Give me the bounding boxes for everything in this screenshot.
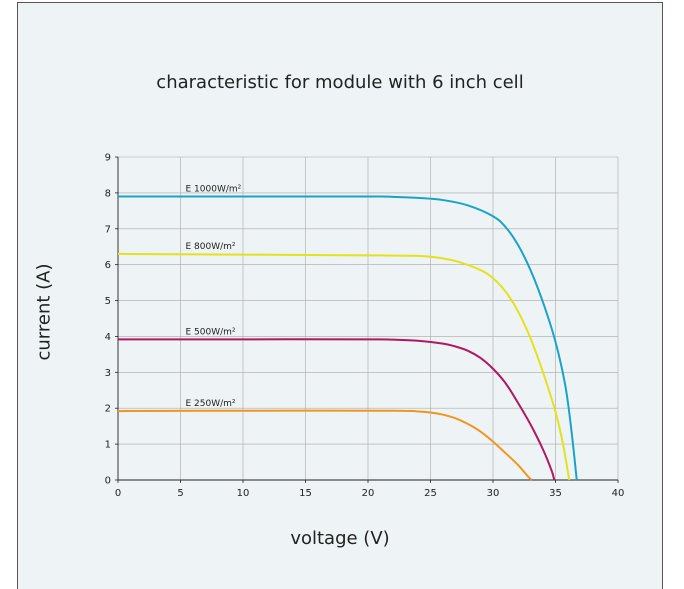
y-tick-label: 2 — [105, 404, 111, 415]
y-tick-label: 5 — [105, 296, 111, 307]
series-label: E 500W/m² — [186, 327, 236, 337]
x-tick-label: 5 — [177, 488, 183, 499]
series-label: E 800W/m² — [186, 242, 236, 252]
x-tick-label: 20 — [362, 488, 375, 499]
y-tick-label: 1 — [105, 440, 111, 451]
y-tick-label: 6 — [105, 260, 111, 271]
series-line — [117, 409, 533, 481]
x-tick-label: 40 — [612, 488, 625, 499]
chart-title: characteristic for module with 6 inch ce… — [156, 72, 524, 93]
x-tick-label: 25 — [424, 488, 437, 499]
x-tick-label: 15 — [299, 488, 312, 499]
series-line — [118, 338, 556, 481]
series-line — [117, 195, 578, 481]
series-label: E 250W/m² — [186, 399, 236, 409]
series-line — [117, 252, 571, 481]
x-tick-label: 0 — [115, 488, 121, 499]
y-tick-label: 4 — [105, 332, 111, 343]
x-tick-label: 10 — [237, 488, 250, 499]
series-label: E 1000W/m² — [186, 184, 242, 194]
y-tick-label: 9 — [105, 153, 111, 164]
x-axis-label: voltage (V) — [290, 528, 390, 549]
y-tick-label: 8 — [105, 188, 111, 199]
y-tick-label: 7 — [105, 224, 111, 235]
y-tick-label: 0 — [105, 476, 111, 487]
y-tick-label: 3 — [105, 368, 111, 379]
x-tick-label: 35 — [549, 488, 562, 499]
x-tick-label: 30 — [487, 488, 500, 499]
